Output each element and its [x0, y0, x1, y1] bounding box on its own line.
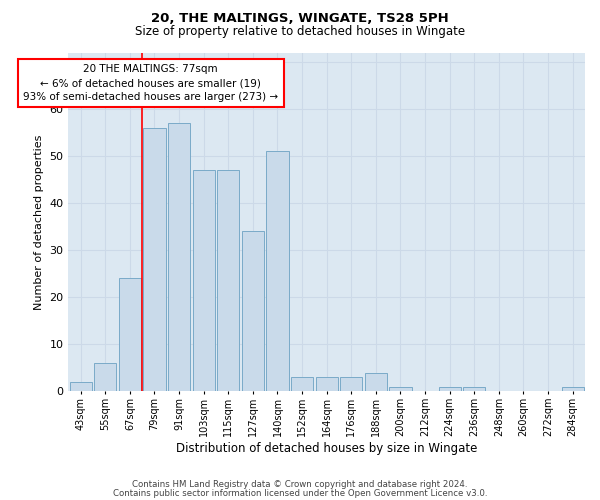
Bar	[365, 372, 387, 392]
Bar	[463, 386, 485, 392]
X-axis label: Distribution of detached houses by size in Wingate: Distribution of detached houses by size …	[176, 442, 478, 455]
Bar	[70, 382, 92, 392]
Bar	[193, 170, 215, 392]
Bar	[562, 386, 584, 392]
Bar	[217, 170, 239, 392]
Bar	[143, 128, 166, 392]
Text: Contains public sector information licensed under the Open Government Licence v3: Contains public sector information licen…	[113, 488, 487, 498]
Bar	[340, 378, 362, 392]
Y-axis label: Number of detached properties: Number of detached properties	[34, 134, 44, 310]
Text: Size of property relative to detached houses in Wingate: Size of property relative to detached ho…	[135, 25, 465, 38]
Bar	[119, 278, 141, 392]
Text: Contains HM Land Registry data © Crown copyright and database right 2024.: Contains HM Land Registry data © Crown c…	[132, 480, 468, 489]
Bar	[291, 378, 313, 392]
Bar	[316, 378, 338, 392]
Text: 20 THE MALTINGS: 77sqm
← 6% of detached houses are smaller (19)
93% of semi-deta: 20 THE MALTINGS: 77sqm ← 6% of detached …	[23, 64, 278, 102]
Bar	[94, 363, 116, 392]
Bar	[389, 386, 412, 392]
Bar	[439, 386, 461, 392]
Bar	[168, 123, 190, 392]
Bar	[242, 232, 264, 392]
Bar	[266, 152, 289, 392]
Text: 20, THE MALTINGS, WINGATE, TS28 5PH: 20, THE MALTINGS, WINGATE, TS28 5PH	[151, 12, 449, 26]
